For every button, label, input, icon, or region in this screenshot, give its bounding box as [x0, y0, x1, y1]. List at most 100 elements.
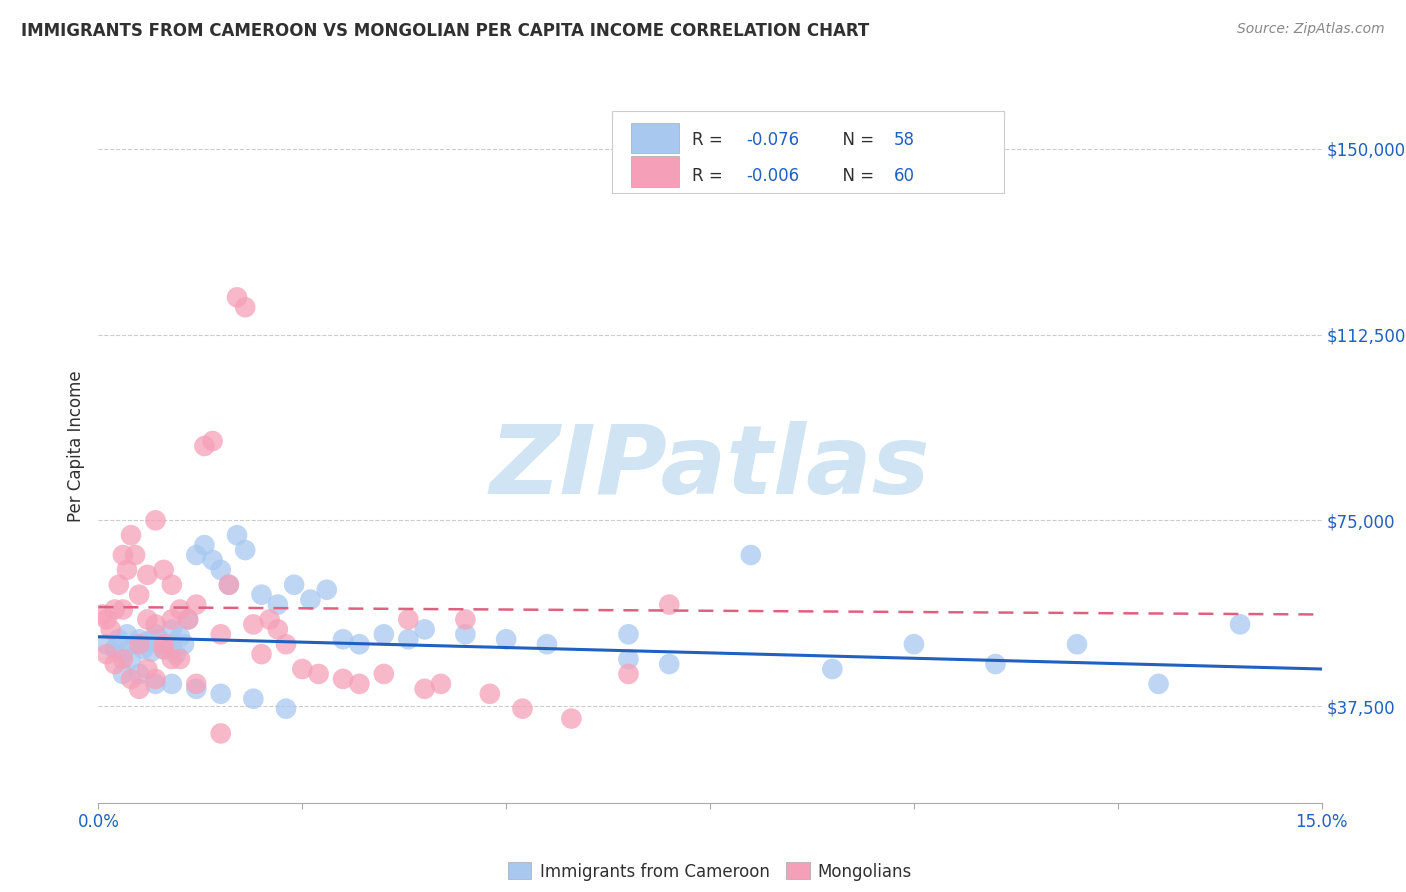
Point [903, 637, 925, 651]
Point [160, 652, 183, 666]
Point [226, 528, 249, 542]
Point [186, 681, 208, 696]
Point [308, 667, 330, 681]
Point [128, 681, 150, 696]
Text: -0.006: -0.006 [747, 167, 800, 185]
Point [186, 598, 208, 612]
Point [283, 578, 305, 592]
FancyBboxPatch shape [630, 123, 679, 153]
Point [96, 637, 118, 651]
Point [209, 627, 232, 641]
Point [91, 607, 114, 622]
Point [160, 677, 183, 691]
Text: R =: R = [692, 131, 728, 149]
Point [120, 652, 142, 666]
Point [193, 538, 215, 552]
Point [145, 672, 167, 686]
Point [152, 642, 174, 657]
Text: Source: ZipAtlas.com: Source: ZipAtlas.com [1237, 22, 1385, 37]
Point [136, 567, 159, 582]
Point [160, 623, 183, 637]
Point [658, 598, 681, 612]
Point [186, 677, 208, 691]
Point [128, 667, 150, 681]
Point [250, 647, 273, 661]
Point [740, 548, 762, 562]
Point [274, 637, 297, 651]
Point [165, 647, 187, 661]
Point [658, 657, 681, 671]
Y-axis label: Per Capita Income: Per Capita Income [67, 370, 86, 522]
Point [177, 612, 200, 626]
Point [267, 623, 290, 637]
Point [373, 667, 395, 681]
Point [821, 662, 844, 676]
Point [193, 439, 215, 453]
Point [160, 578, 183, 592]
Point [430, 677, 453, 691]
Point [132, 642, 155, 657]
Point [454, 627, 477, 641]
Point [104, 657, 127, 671]
Point [104, 642, 127, 657]
Point [136, 662, 159, 676]
Point [209, 563, 232, 577]
Point [560, 712, 582, 726]
Point [115, 563, 138, 577]
Point [332, 632, 354, 647]
Point [209, 726, 232, 740]
Point [124, 548, 146, 562]
Point [242, 617, 264, 632]
Point [108, 632, 131, 647]
Point [617, 667, 640, 681]
Point [104, 602, 127, 616]
Point [128, 632, 150, 647]
Point [233, 543, 256, 558]
Point [152, 563, 174, 577]
Point [177, 612, 200, 626]
Point [136, 612, 159, 626]
Text: ZIPatlas: ZIPatlas [489, 421, 931, 514]
Point [120, 672, 142, 686]
Point [141, 645, 163, 659]
Point [617, 652, 640, 666]
Point [536, 637, 558, 651]
Point [115, 627, 138, 641]
Point [111, 667, 134, 681]
Point [332, 672, 354, 686]
Point [201, 434, 224, 448]
Legend: Immigrants from Cameroon, Mongolians: Immigrants from Cameroon, Mongolians [502, 855, 918, 888]
Text: 60: 60 [894, 167, 914, 185]
Point [478, 687, 501, 701]
Point [145, 513, 167, 527]
Point [145, 617, 167, 632]
Point [267, 598, 290, 612]
Point [108, 578, 131, 592]
Point [124, 637, 146, 651]
Text: R =: R = [692, 167, 728, 185]
Point [160, 637, 183, 651]
Point [128, 588, 150, 602]
Point [173, 637, 195, 651]
Text: N =: N = [832, 167, 880, 185]
Point [984, 657, 1007, 671]
Point [512, 701, 534, 715]
Point [136, 634, 159, 648]
Text: N =: N = [832, 131, 880, 149]
Point [201, 553, 224, 567]
Point [396, 612, 419, 626]
Point [349, 677, 371, 691]
Point [396, 632, 419, 647]
Point [233, 300, 256, 314]
Text: 58: 58 [894, 131, 914, 149]
Point [128, 637, 150, 651]
Point [160, 612, 183, 626]
Point [96, 647, 118, 661]
Point [413, 623, 436, 637]
Point [617, 627, 640, 641]
Point [145, 677, 167, 691]
Point [218, 578, 240, 592]
Point [413, 681, 436, 696]
Point [373, 627, 395, 641]
Point [209, 687, 232, 701]
